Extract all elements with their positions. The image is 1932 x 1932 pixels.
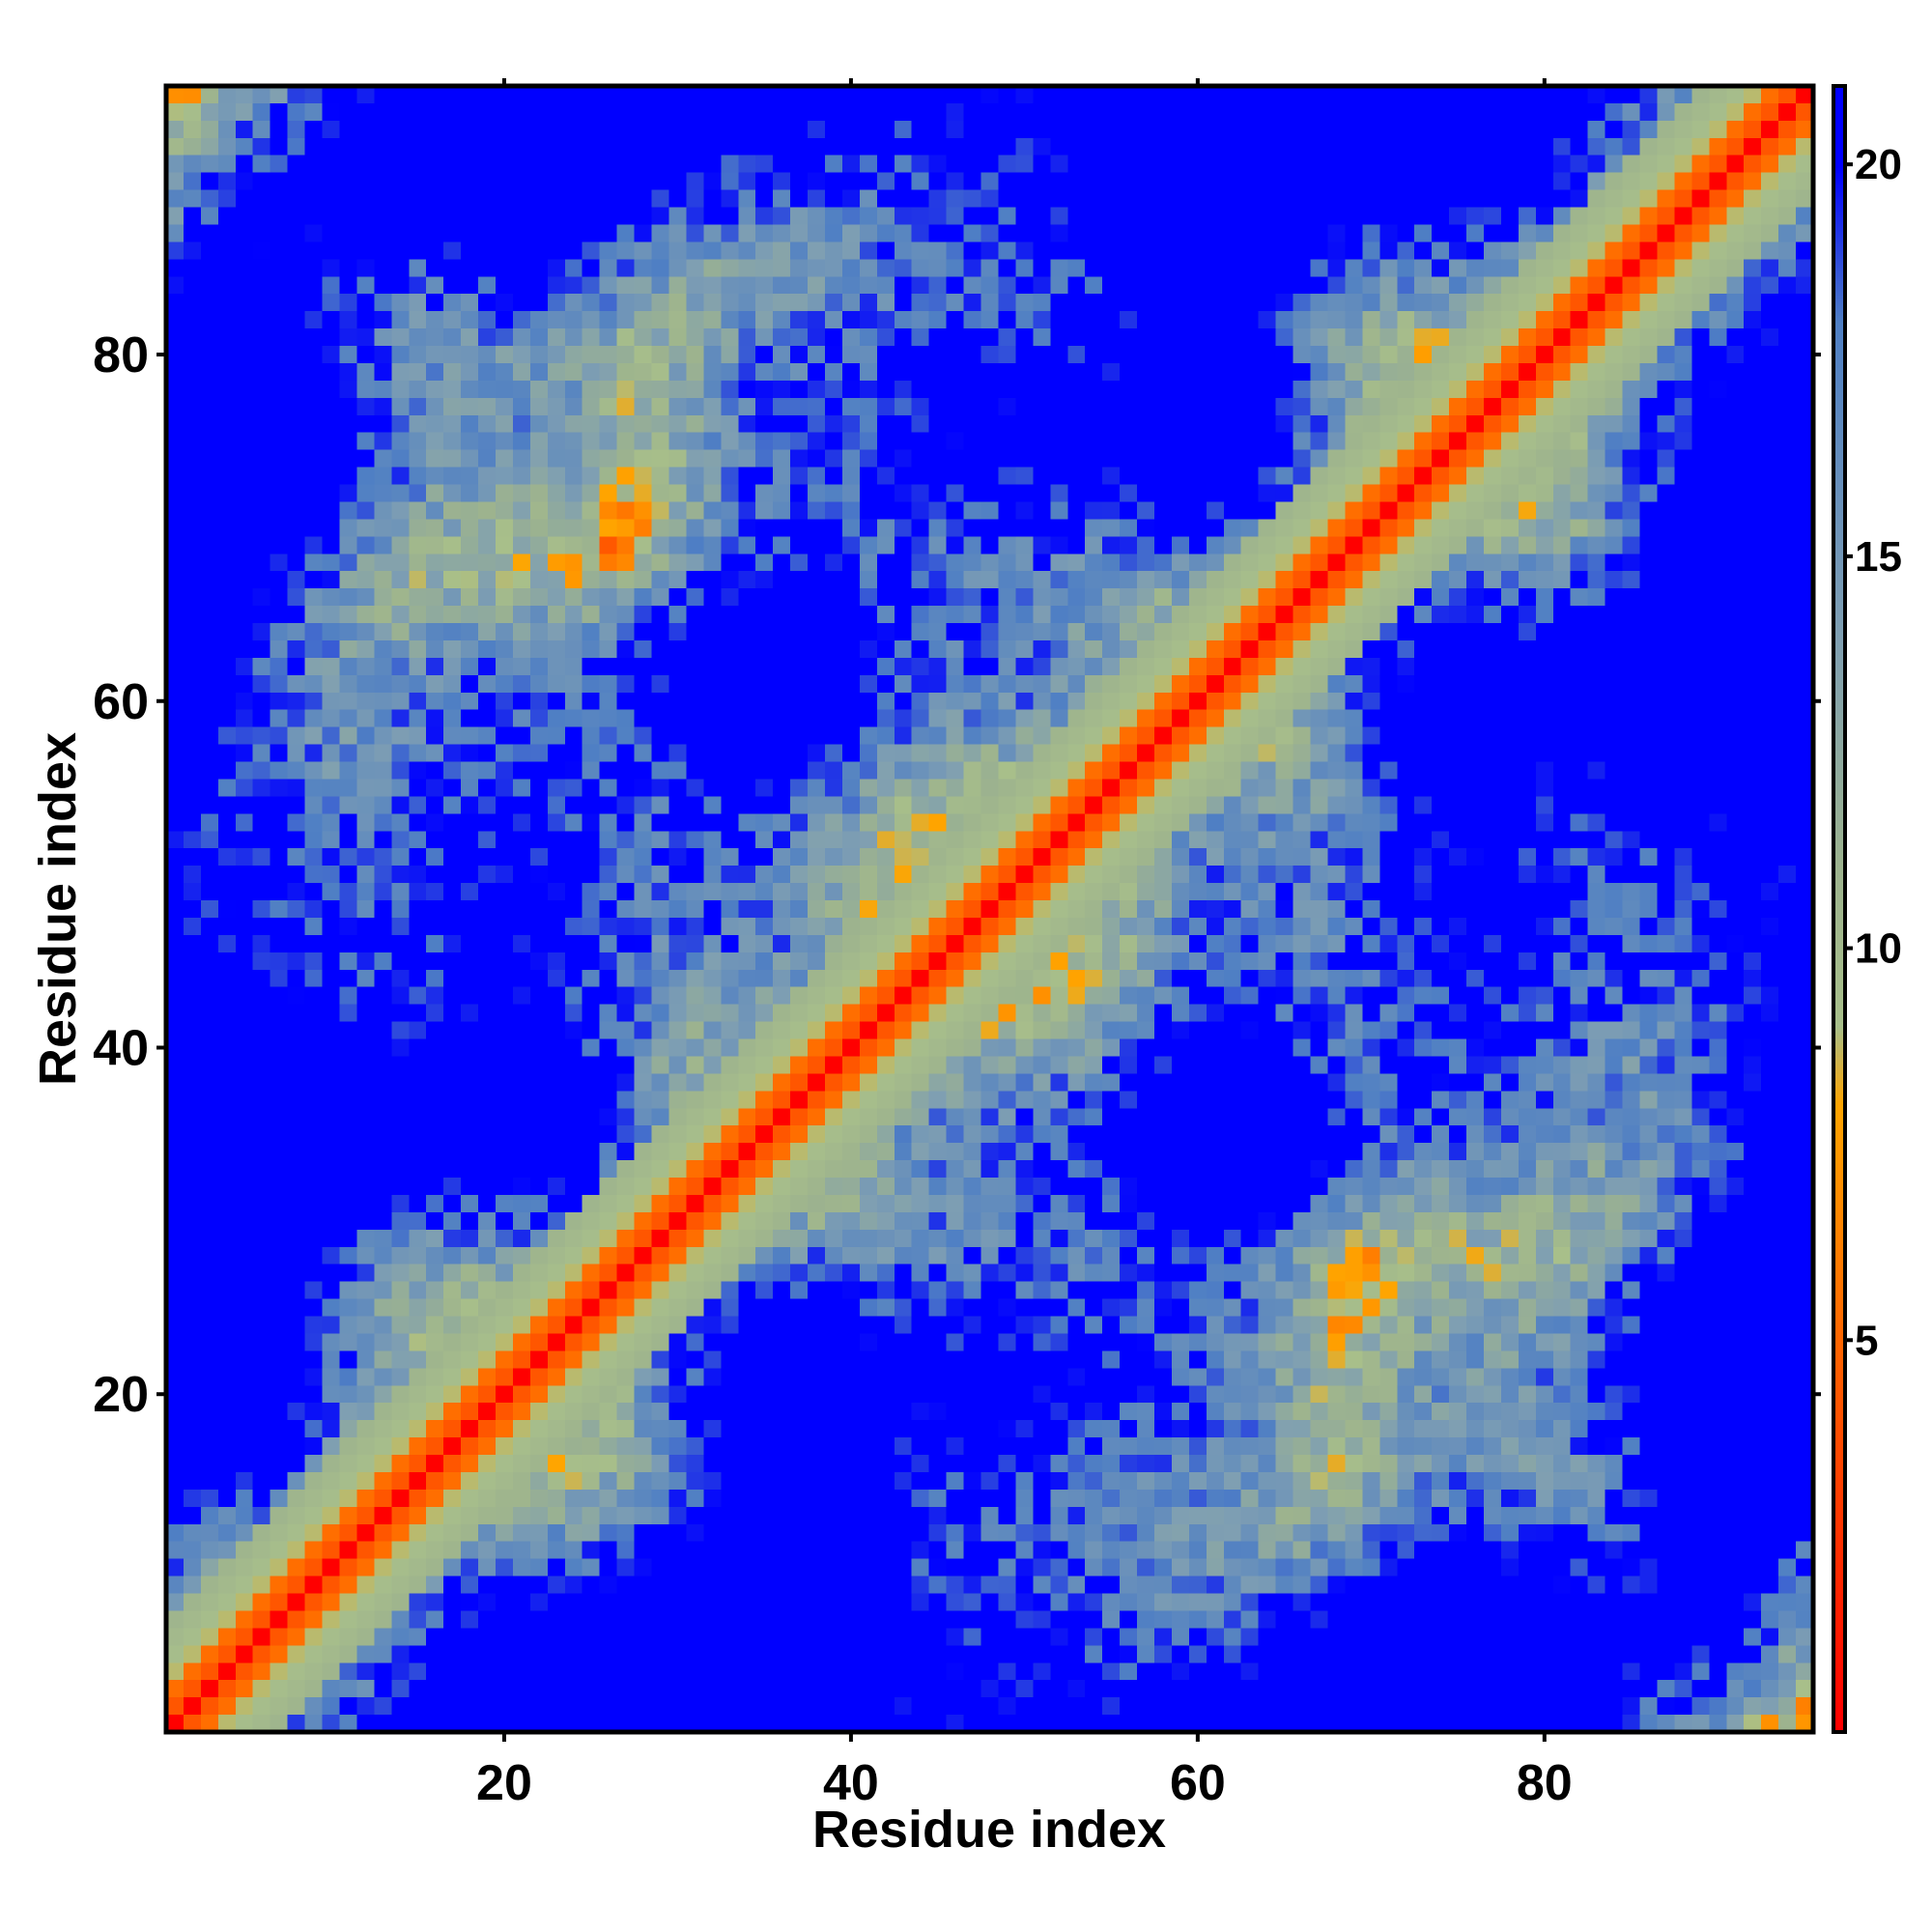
colorbar-tick-label: 20 [1855,141,1902,188]
x-tick-label: 80 [1517,1755,1573,1811]
y-tick-label: 80 [93,327,149,384]
colorbar-frame [1832,84,1847,1734]
colorbar-tick-label: 5 [1855,1317,1878,1364]
y-tick-label: 20 [93,1367,149,1423]
x-axis-ticks: 20 40 60 80 [476,78,1573,1811]
colorbar-tick-label: 15 [1855,533,1902,581]
x-tick-label: 20 [476,1755,532,1811]
colorbar-tick-label: 10 [1855,925,1902,973]
y-axis-ticks: 20 40 60 80 [93,327,1821,1423]
x-tick-label: 40 [823,1755,879,1811]
x-tick-label: 60 [1170,1755,1226,1811]
x-axis-title: Residue index [812,1801,1166,1859]
distance-heatmap [166,86,1813,1732]
colorbar-gradient [1833,86,1845,1732]
y-tick-label: 60 [93,674,149,730]
colorbar-ticks: 5 10 15 20 [1845,141,1902,1364]
y-tick-label: 40 [93,1020,149,1076]
y-axis-title: Residue index [29,732,87,1086]
plot-frame [163,83,1816,1735]
